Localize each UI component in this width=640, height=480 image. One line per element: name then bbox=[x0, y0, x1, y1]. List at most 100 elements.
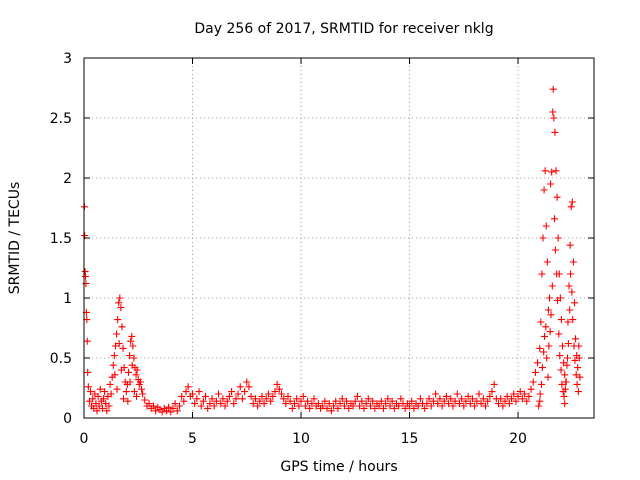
data-point bbox=[299, 392, 307, 400]
data-point bbox=[96, 385, 104, 393]
data-point bbox=[277, 390, 285, 398]
data-point bbox=[356, 402, 364, 410]
data-point bbox=[330, 402, 338, 410]
data-point bbox=[555, 330, 563, 338]
data-point bbox=[427, 402, 435, 410]
data-point bbox=[93, 407, 101, 415]
data-point bbox=[117, 366, 125, 374]
data-point bbox=[173, 407, 181, 415]
data-point bbox=[451, 397, 459, 405]
data-point bbox=[508, 395, 516, 403]
data-point bbox=[574, 388, 582, 396]
data-point bbox=[286, 397, 294, 405]
data-point bbox=[484, 397, 492, 405]
data-point bbox=[425, 395, 433, 403]
data-point bbox=[109, 361, 117, 369]
x-axis-label: GPS time / hours bbox=[280, 459, 397, 475]
data-point bbox=[442, 392, 450, 400]
data-point bbox=[397, 395, 405, 403]
data-point bbox=[568, 198, 576, 206]
data-point bbox=[338, 395, 346, 403]
x-tick-label: 20 bbox=[509, 431, 527, 447]
data-point bbox=[87, 388, 95, 396]
data-point bbox=[369, 397, 377, 405]
data-point bbox=[264, 390, 272, 398]
data-point bbox=[212, 397, 220, 405]
data-point bbox=[514, 392, 522, 400]
data-point bbox=[561, 385, 569, 393]
data-point bbox=[115, 340, 123, 348]
data-point bbox=[567, 203, 575, 211]
data-point bbox=[119, 395, 127, 403]
data-point bbox=[382, 400, 390, 408]
data-point bbox=[512, 397, 520, 405]
data-point bbox=[544, 373, 552, 381]
data-point bbox=[193, 395, 201, 403]
data-point bbox=[221, 402, 229, 410]
data-point bbox=[366, 402, 374, 410]
data-point bbox=[460, 402, 468, 410]
data-point bbox=[573, 380, 581, 388]
data-point bbox=[572, 335, 580, 343]
data-point bbox=[100, 395, 108, 403]
data-point bbox=[262, 395, 270, 403]
data-point bbox=[545, 342, 553, 350]
data-point bbox=[576, 373, 584, 381]
data-point bbox=[416, 395, 424, 403]
data-point bbox=[574, 364, 582, 372]
data-point bbox=[241, 388, 249, 396]
data-point bbox=[139, 390, 147, 398]
data-point bbox=[569, 258, 577, 266]
data-point bbox=[327, 407, 335, 415]
data-point bbox=[199, 397, 207, 405]
data-point bbox=[521, 390, 529, 398]
data-point bbox=[267, 397, 275, 405]
data-point bbox=[132, 371, 140, 379]
data-point bbox=[560, 392, 568, 400]
y-tick-label: 0 bbox=[63, 411, 72, 427]
data-point bbox=[101, 388, 109, 396]
data-point bbox=[518, 395, 526, 403]
data-point bbox=[569, 316, 577, 324]
data-point bbox=[124, 397, 132, 405]
data-point bbox=[558, 380, 566, 388]
data-point bbox=[110, 352, 118, 360]
data-point bbox=[543, 354, 551, 362]
data-point bbox=[371, 404, 379, 412]
data-point bbox=[165, 403, 173, 411]
chart-title: Day 256 of 2017, SRMTID for receiver nkl… bbox=[194, 21, 493, 37]
data-point bbox=[523, 397, 531, 405]
data-point bbox=[544, 306, 552, 314]
data-point bbox=[136, 378, 144, 386]
data-point bbox=[304, 397, 312, 405]
data-point bbox=[126, 352, 134, 360]
data-point bbox=[537, 318, 545, 326]
data-point bbox=[538, 364, 546, 372]
data-point bbox=[340, 402, 348, 410]
data-point bbox=[557, 316, 565, 324]
data-point bbox=[543, 258, 551, 266]
data-point bbox=[89, 395, 97, 403]
data-point bbox=[345, 404, 353, 412]
data-point bbox=[570, 299, 578, 307]
data-point bbox=[547, 311, 555, 319]
data-point bbox=[541, 332, 549, 340]
data-point bbox=[546, 294, 554, 302]
data-point bbox=[432, 390, 440, 398]
data-point bbox=[280, 395, 288, 403]
data-point bbox=[466, 400, 474, 408]
data-point bbox=[552, 167, 560, 175]
data-point bbox=[118, 323, 126, 331]
data-point bbox=[232, 395, 240, 403]
data-point bbox=[539, 234, 547, 242]
x-tick-label: 0 bbox=[80, 431, 89, 447]
data-point bbox=[306, 404, 314, 412]
data-point bbox=[445, 400, 453, 408]
y-axis-label: SRMTID / TECUs bbox=[7, 182, 23, 295]
y-tick-label: 3 bbox=[63, 51, 72, 67]
data-point bbox=[455, 400, 463, 408]
data-point bbox=[119, 344, 127, 352]
data-point bbox=[495, 400, 503, 408]
data-point bbox=[236, 383, 244, 391]
